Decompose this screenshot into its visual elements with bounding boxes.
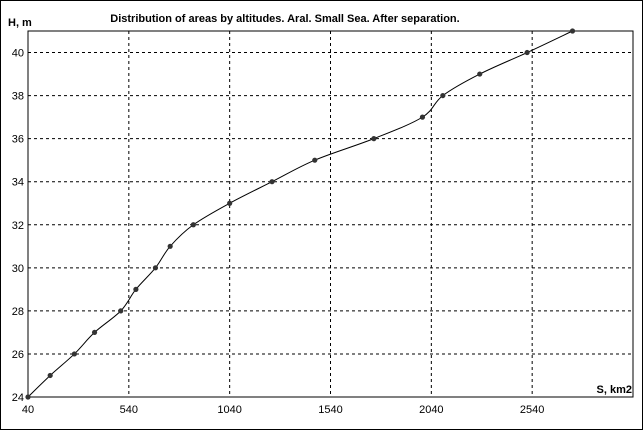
data-point	[152, 265, 159, 271]
data-point	[118, 308, 124, 314]
data-point	[312, 157, 318, 163]
x-tick-label: 1540	[318, 404, 342, 416]
y-tick-label: 24	[12, 392, 24, 404]
x-axis-label: S, km2	[597, 384, 632, 396]
y-tick-label: 36	[12, 134, 24, 146]
data-point	[269, 179, 275, 185]
data-point	[419, 114, 426, 120]
x-tick-label: 40	[22, 404, 34, 416]
data-point	[477, 71, 483, 77]
y-tick-label: 26	[12, 349, 24, 361]
data-point	[440, 92, 446, 99]
data-markers	[25, 28, 576, 400]
plot-area-border	[27, 30, 634, 398]
y-tick-label: 40	[12, 48, 24, 60]
data-point	[371, 136, 377, 142]
data-point	[47, 372, 53, 379]
chart-title: Distribution of areas by altitudes. Aral…	[110, 13, 459, 25]
data-point	[524, 49, 530, 56]
grid-lines	[28, 31, 633, 397]
data-point	[167, 243, 173, 249]
data-point	[227, 200, 233, 206]
y-tick-label: 34	[12, 177, 24, 189]
x-tick-label: 1040	[217, 404, 241, 416]
data-point	[133, 286, 139, 292]
series-line	[27, 30, 573, 398]
y-tick-label: 28	[12, 306, 24, 318]
data-point	[91, 329, 98, 336]
y-tick-label: 38	[12, 91, 24, 103]
x-tick-label: 2540	[520, 404, 544, 416]
y-tick-label: 32	[12, 220, 24, 232]
data-point	[25, 394, 31, 400]
data-point	[190, 222, 196, 228]
data-point	[71, 351, 77, 357]
y-tick-label: 30	[12, 263, 24, 275]
x-tick-label: 540	[120, 404, 138, 416]
y-axis-label: H, m	[8, 17, 32, 29]
data-point	[569, 28, 576, 34]
x-tick-label: 2040	[419, 404, 443, 416]
tick-labels: 40 540 1040 1540 2040 2540 24 26 28 30 32 34 36 38 40	[12, 48, 545, 416]
